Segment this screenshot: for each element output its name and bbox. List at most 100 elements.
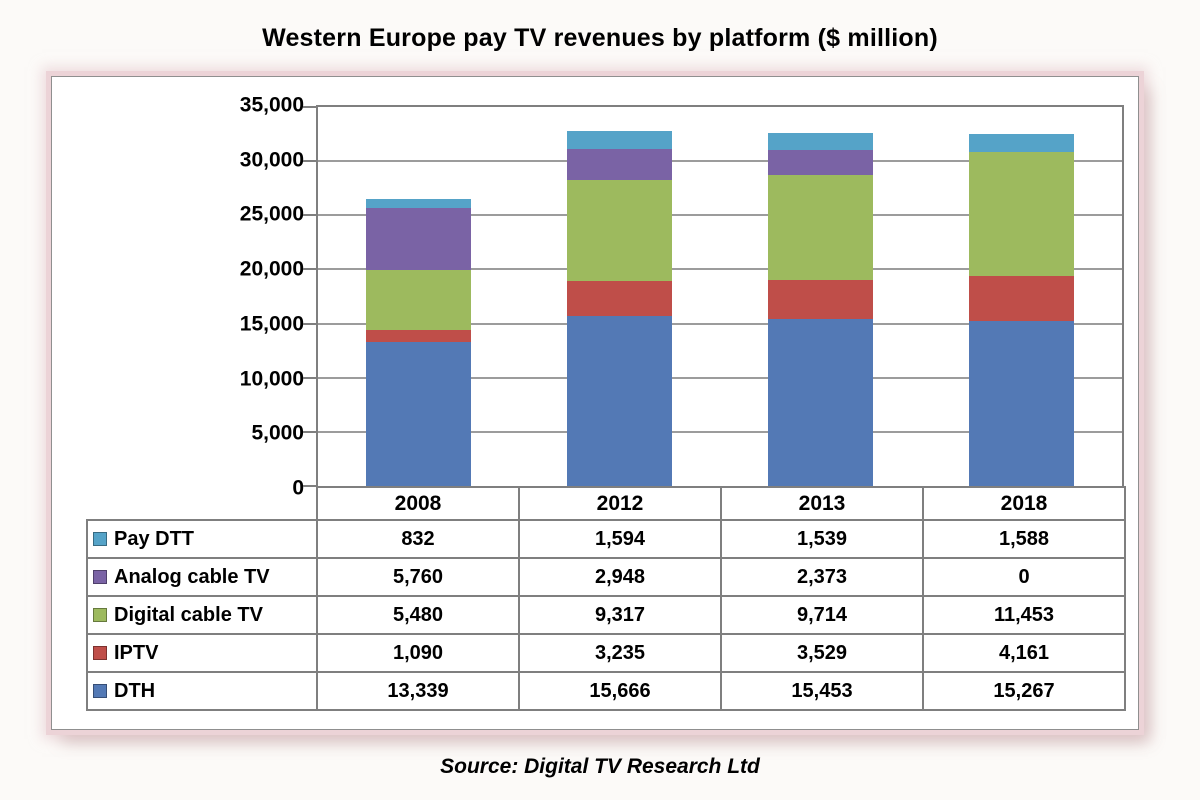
value-analog-cable-tv-2008: 5,760 bbox=[316, 557, 520, 597]
series-name: DTH bbox=[114, 679, 156, 702]
source-caption: Source: Digital TV Research Ltd bbox=[440, 755, 760, 778]
bar-segment-pay-dtt-2008 bbox=[366, 199, 471, 209]
bar-segment-iptv-2012 bbox=[567, 281, 672, 317]
series-name: IPTV bbox=[114, 641, 159, 664]
table-row-dth: DTH 13,339 15,666 15,453 15,267 bbox=[86, 671, 1126, 711]
bar-segment-pay-dtt-2018 bbox=[969, 134, 1074, 152]
gridline bbox=[318, 376, 1122, 379]
bar-segment-iptv-2013 bbox=[768, 280, 873, 319]
series-label-pay-dtt: Pay DTT bbox=[86, 519, 318, 559]
legend-key-dth bbox=[93, 684, 107, 698]
gridline bbox=[318, 160, 1122, 163]
value-pay-dtt-2018: 1,588 bbox=[922, 519, 1126, 559]
bar-segment-iptv-2008 bbox=[366, 329, 471, 342]
value-analog-cable-tv-2018: 0 bbox=[922, 557, 1126, 597]
series-name: Analog cable TV bbox=[114, 565, 270, 588]
bar-segment-digital-cable-tv-2008 bbox=[366, 270, 471, 330]
year-header-2008: 2008 bbox=[316, 486, 520, 521]
series-label-analog-cable-tv: Analog cable TV bbox=[86, 557, 318, 597]
y-axis-tick bbox=[303, 376, 316, 379]
y-axis-tick bbox=[303, 160, 316, 163]
value-pay-dtt-2008: 832 bbox=[316, 519, 520, 559]
value-pay-dtt-2012: 1,594 bbox=[518, 519, 722, 559]
series-name: Pay DTT bbox=[114, 527, 195, 550]
y-axis-label: 20,000 bbox=[239, 257, 304, 281]
chart-panel: 0 5,000 10,000 15,000 20,000 25,000 30,000 35,0… bbox=[51, 76, 1139, 730]
value-iptv-2008: 1,090 bbox=[316, 633, 520, 673]
value-digital-cable-tv-2013: 9,714 bbox=[720, 595, 924, 635]
value-digital-cable-tv-2018: 11,453 bbox=[922, 595, 1126, 635]
year-header-row: 2008 2012 2013 2018 bbox=[87, 486, 1126, 521]
y-axis: 0 5,000 10,000 15,000 20,000 25,000 30,000 35,0… bbox=[52, 95, 304, 499]
bar-segment-iptv-2018 bbox=[969, 275, 1074, 321]
series-name: Digital cable TV bbox=[114, 603, 263, 626]
year-header-2018: 2018 bbox=[922, 486, 1126, 521]
series-label-inner: DTH bbox=[88, 680, 316, 703]
series-label-inner: Analog cable TV bbox=[88, 566, 316, 589]
y-axis-tick bbox=[303, 214, 316, 217]
bar-segment-dth-2008 bbox=[366, 341, 471, 486]
bar-2008 bbox=[366, 199, 471, 486]
series-label-iptv: IPTV bbox=[86, 633, 318, 673]
table-row-analog-cable-tv: Analog cable TV 5,760 2,948 2,373 0 bbox=[86, 557, 1126, 597]
year-header-2013: 2013 bbox=[720, 486, 924, 521]
gridline bbox=[318, 430, 1122, 433]
y-axis-tick bbox=[303, 485, 316, 487]
y-axis-label: 30,000 bbox=[239, 148, 304, 172]
table-row-digital-cable-tv: Digital cable TV 5,480 9,317 9,714 11,453 bbox=[86, 595, 1126, 635]
bar-segment-pay-dtt-2012 bbox=[567, 131, 672, 149]
bar-segment-dth-2013 bbox=[768, 318, 873, 486]
value-digital-cable-tv-2008: 5,480 bbox=[316, 595, 520, 635]
bar-segment-analog-cable-tv-2013 bbox=[768, 149, 873, 176]
plot-area bbox=[303, 105, 1124, 488]
bar-segment-pay-dtt-2013 bbox=[768, 132, 873, 150]
bar-segment-digital-cable-tv-2012 bbox=[567, 180, 672, 282]
bar-segment-analog-cable-tv-2008 bbox=[366, 208, 471, 271]
y-axis-label: 5,000 bbox=[251, 421, 304, 445]
value-iptv-2018: 4,161 bbox=[922, 633, 1126, 673]
gridline bbox=[318, 268, 1122, 271]
y-axis-tick bbox=[303, 322, 316, 325]
gridline bbox=[318, 214, 1122, 217]
series-label-inner: IPTV bbox=[88, 642, 316, 665]
bar-2012 bbox=[567, 131, 672, 486]
value-dth-2012: 15,666 bbox=[518, 671, 722, 711]
bar-2018 bbox=[969, 134, 1074, 486]
y-axis-tick bbox=[303, 268, 316, 271]
bar-2013 bbox=[768, 132, 873, 486]
year-header-2012: 2012 bbox=[518, 486, 722, 521]
value-dth-2018: 15,267 bbox=[922, 671, 1126, 711]
series-label-inner: Digital cable TV bbox=[88, 604, 316, 627]
y-axis-label: 25,000 bbox=[239, 202, 304, 226]
value-pay-dtt-2013: 1,539 bbox=[720, 519, 924, 559]
value-dth-2013: 15,453 bbox=[720, 671, 924, 711]
value-iptv-2012: 3,235 bbox=[518, 633, 722, 673]
y-axis-tick bbox=[303, 430, 316, 433]
y-axis-tick bbox=[303, 106, 316, 108]
table-row-iptv: IPTV 1,090 3,235 3,529 4,161 bbox=[86, 633, 1126, 673]
bar-segment-analog-cable-tv-2012 bbox=[567, 148, 672, 181]
legend-key-digital-cable-tv bbox=[93, 608, 107, 622]
value-dth-2008: 13,339 bbox=[316, 671, 520, 711]
gridline bbox=[318, 322, 1122, 325]
value-analog-cable-tv-2012: 2,948 bbox=[518, 557, 722, 597]
value-iptv-2013: 3,529 bbox=[720, 633, 924, 673]
bar-segment-digital-cable-tv-2018 bbox=[969, 151, 1074, 276]
bar-segment-dth-2018 bbox=[969, 320, 1074, 486]
series-label-digital-cable-tv: Digital cable TV bbox=[86, 595, 318, 635]
legend-key-analog-cable-tv bbox=[93, 570, 107, 584]
table-corner bbox=[87, 487, 317, 520]
series-label-dth: DTH bbox=[86, 671, 318, 711]
data-table: 2008 2012 2013 2018 Pay DTT 832 1,594 1,539 1,58… bbox=[86, 486, 1126, 711]
table-row-pay-dtt: Pay DTT 832 1,594 1,539 1,588 bbox=[86, 519, 1126, 559]
bar-segment-digital-cable-tv-2013 bbox=[768, 175, 873, 281]
y-axis-label: 15,000 bbox=[239, 312, 304, 336]
value-analog-cable-tv-2013: 2,373 bbox=[720, 557, 924, 597]
y-axis-label: 10,000 bbox=[239, 367, 304, 391]
legend-key-pay-dtt bbox=[93, 532, 107, 546]
bar-segment-dth-2012 bbox=[567, 316, 672, 486]
series-label-inner: Pay DTT bbox=[88, 528, 316, 551]
legend-key-iptv bbox=[93, 646, 107, 660]
y-axis-label: 0 bbox=[292, 476, 304, 500]
y-axis-label: 35,000 bbox=[239, 93, 304, 117]
